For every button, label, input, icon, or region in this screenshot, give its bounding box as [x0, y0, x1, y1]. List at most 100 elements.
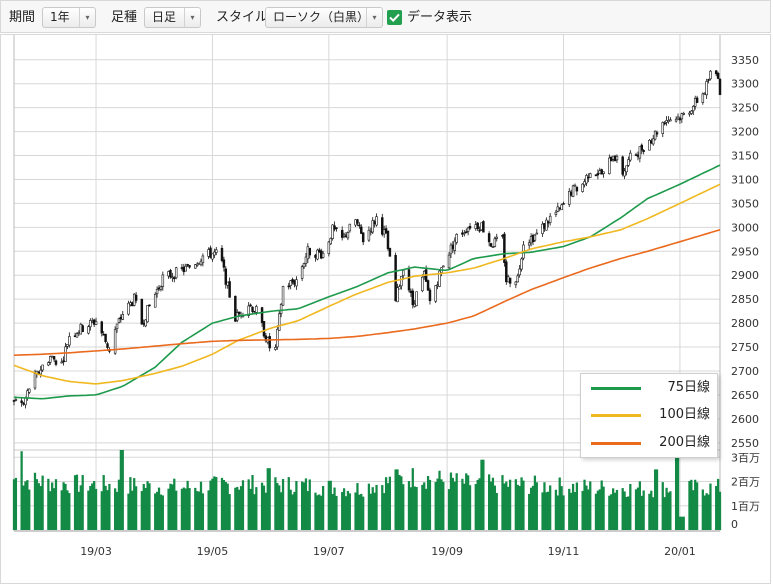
volume-bar [531, 485, 535, 530]
volume-bar [451, 477, 454, 530]
volume-bar [428, 479, 432, 530]
volume-bar [91, 483, 94, 530]
volume-bar [516, 484, 519, 530]
volume-bar [148, 483, 151, 530]
volume-bar [478, 478, 481, 530]
volume-bar [329, 480, 332, 530]
volume-bar [234, 487, 237, 530]
chevron-down-icon: ▾ [366, 8, 382, 27]
price-tick-label: 3200 [731, 126, 759, 139]
volume-bar [642, 490, 645, 530]
volume-bar [522, 480, 525, 530]
candle-body [503, 233, 506, 263]
legend-swatch-75 [591, 387, 641, 390]
candle-body [340, 229, 344, 238]
volume-bar [134, 486, 138, 530]
candle-body [37, 371, 41, 374]
period-select[interactable]: 1年 ▾ [42, 7, 96, 28]
volume-bar [543, 482, 546, 530]
legend-item-100: 100日線 [581, 405, 719, 425]
volume-bar [663, 497, 666, 530]
candle-body [356, 219, 359, 224]
volume-bar [655, 469, 659, 530]
volume-bar [37, 483, 40, 530]
volume-bar [264, 492, 268, 530]
candle-body [581, 183, 584, 192]
candle-body [104, 333, 107, 343]
candle-body [289, 280, 292, 286]
candle-body [428, 289, 432, 302]
candle-body [543, 223, 546, 229]
candle-body [527, 242, 531, 246]
volume-bar [238, 489, 241, 530]
candle-body [360, 226, 363, 234]
candle-body [333, 225, 336, 230]
volume-bar [692, 490, 695, 530]
volume-bar [562, 495, 565, 530]
volume-bar [625, 497, 628, 530]
volume-bar [175, 490, 178, 530]
candle-body [224, 268, 228, 285]
candle-body [611, 155, 615, 160]
candle-body [329, 238, 332, 245]
candle-body [487, 233, 491, 243]
volume-bar [222, 480, 226, 530]
candle-body [506, 276, 510, 283]
volume-bar [648, 493, 651, 530]
volume-bar [449, 472, 453, 530]
candle-body [382, 229, 386, 235]
volume-bar [556, 495, 559, 530]
volume-bar [468, 485, 472, 530]
volume-bar [113, 488, 117, 530]
volume-bar [213, 476, 216, 530]
volume-bar [39, 486, 42, 530]
candle-body [455, 233, 458, 243]
volume-bar [573, 492, 577, 530]
volume-bar [571, 483, 575, 530]
candle-body [375, 216, 378, 226]
volume-bar [35, 479, 39, 530]
candle-body [640, 144, 643, 151]
volume-bar [680, 516, 683, 530]
candle-body [703, 93, 706, 95]
candle-body [411, 290, 415, 306]
volume-bar [308, 479, 311, 530]
volume-bar [173, 478, 176, 530]
volume-bar [169, 483, 172, 530]
candle-body [634, 154, 638, 156]
style-select[interactable]: ローソク（白黒） ▾ [265, 7, 383, 28]
volume-bar [583, 479, 586, 530]
candle-type-select[interactable]: 日足 ▾ [144, 7, 201, 28]
volume-bar [425, 488, 428, 530]
candle-body [228, 281, 231, 298]
volume-bar [20, 451, 23, 530]
volume-bar [474, 484, 477, 530]
volume-bar [89, 486, 92, 530]
data-display-checkbox[interactable] [387, 10, 402, 25]
candle-body [316, 249, 319, 260]
volume-bar [129, 477, 132, 530]
candle-body [81, 325, 84, 332]
candle-body [655, 132, 659, 135]
candle-body [255, 306, 258, 313]
volume-bar [426, 476, 430, 530]
volume-bar [144, 487, 147, 530]
legend-swatch-200 [591, 442, 641, 445]
candle-body [321, 252, 325, 258]
candle-body [155, 288, 159, 294]
volume-bar [327, 480, 330, 530]
candle-body [251, 306, 254, 312]
candle-body [237, 311, 241, 315]
price-tick-label: 2800 [731, 317, 759, 330]
candle-body [253, 310, 256, 313]
candle-body [279, 304, 283, 314]
volume-bar [585, 485, 588, 530]
volume-bar [51, 482, 54, 530]
candle-body [188, 265, 191, 268]
data-display-label[interactable]: データ表示 [407, 10, 473, 25]
candle-body [161, 274, 165, 287]
volume-bar [251, 475, 254, 530]
candle-body [260, 307, 264, 323]
volume-bar [115, 491, 119, 530]
volume-bar [409, 487, 413, 530]
